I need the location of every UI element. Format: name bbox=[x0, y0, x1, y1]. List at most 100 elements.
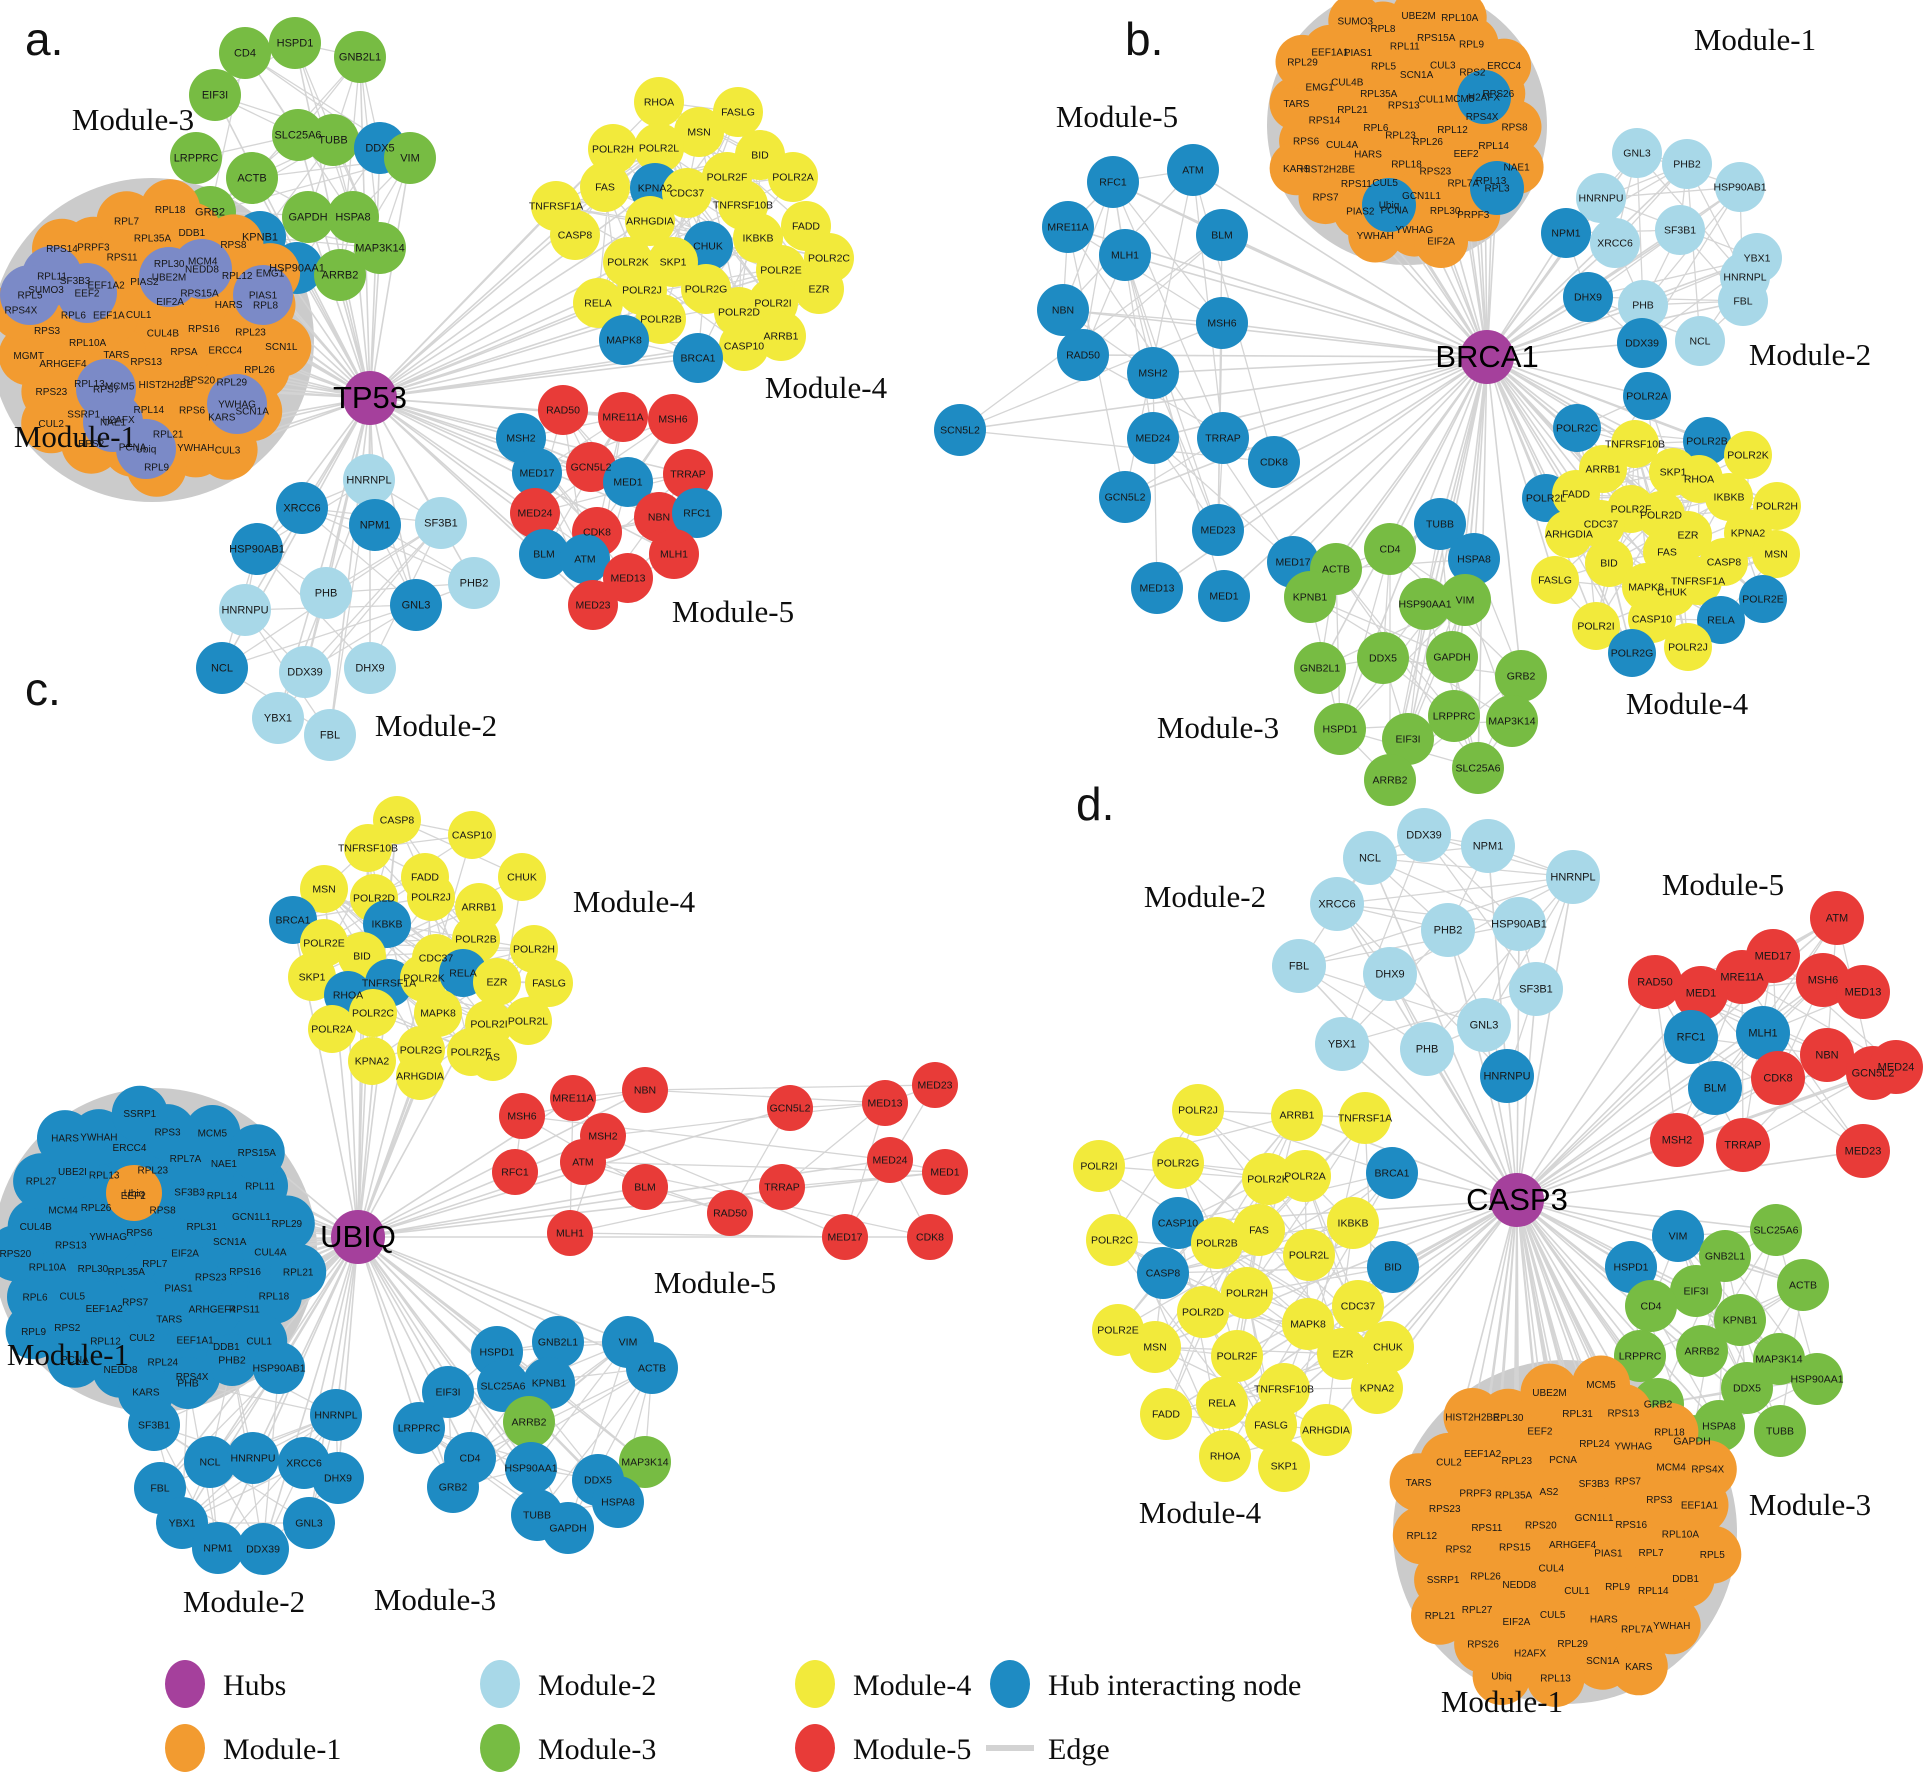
node-CDK8[interactable] bbox=[1751, 1051, 1805, 1105]
node-RFC1[interactable] bbox=[1087, 156, 1139, 208]
node-POLR2L[interactable] bbox=[634, 123, 684, 173]
node-POLR2J[interactable] bbox=[407, 873, 455, 921]
node-MED1[interactable] bbox=[1198, 570, 1250, 622]
node-EZR[interactable] bbox=[794, 264, 844, 314]
node-MCM5[interactable] bbox=[1572, 1355, 1630, 1414]
node-DHX9[interactable] bbox=[1563, 272, 1613, 322]
node-GNB2L1[interactable] bbox=[1294, 642, 1346, 694]
node-XRCC6[interactable] bbox=[1310, 877, 1364, 931]
node-BLM[interactable] bbox=[622, 1164, 668, 1210]
node-ARHGDIA[interactable] bbox=[396, 1052, 444, 1100]
node-POLR2A[interactable] bbox=[308, 1005, 356, 1053]
node-MED23[interactable] bbox=[1192, 504, 1244, 556]
node-KPNB1[interactable] bbox=[1284, 571, 1336, 623]
node-POLR2J[interactable] bbox=[1172, 1084, 1224, 1136]
node-TRRAP[interactable] bbox=[1197, 412, 1249, 464]
node-TUBB[interactable] bbox=[307, 114, 359, 166]
node-PHB[interactable] bbox=[1400, 1022, 1454, 1076]
node-GCN5L2[interactable] bbox=[767, 1085, 813, 1131]
node-RPL21[interactable] bbox=[1411, 1586, 1469, 1645]
node-MRE11A[interactable] bbox=[550, 1075, 596, 1121]
node-ARRB2[interactable] bbox=[1364, 754, 1416, 806]
node-MED1[interactable] bbox=[1674, 966, 1728, 1020]
hub-UBIQ[interactable] bbox=[331, 1210, 385, 1264]
node-ACTB[interactable] bbox=[226, 152, 278, 204]
node-Ubiq[interactable] bbox=[1472, 1647, 1531, 1705]
node-RFC1[interactable] bbox=[492, 1149, 538, 1195]
node-MSH6[interactable] bbox=[499, 1093, 545, 1139]
node-POLR2B[interactable] bbox=[1191, 1217, 1243, 1269]
node-DDX39[interactable] bbox=[279, 646, 331, 698]
node-GAPDH[interactable] bbox=[282, 191, 334, 243]
node-RPL3[interactable] bbox=[1470, 161, 1524, 215]
node-GNL3[interactable] bbox=[390, 579, 442, 631]
node-HIST2H2BE[interactable] bbox=[1443, 1388, 1502, 1446]
node-RAD50[interactable] bbox=[1057, 329, 1109, 381]
node-RPL12[interactable] bbox=[1392, 1506, 1451, 1565]
node-GCN5L2[interactable] bbox=[1099, 471, 1151, 523]
node-MED13[interactable] bbox=[1836, 965, 1890, 1019]
node-SKP1[interactable] bbox=[288, 953, 336, 1001]
node-HSP90AA1[interactable] bbox=[1399, 578, 1451, 630]
node-NPM1[interactable] bbox=[349, 499, 401, 551]
node-IKBKB[interactable] bbox=[1705, 473, 1753, 521]
node-RPL21[interactable] bbox=[270, 1243, 327, 1300]
node-ATM[interactable] bbox=[1810, 891, 1864, 945]
node-GNL3[interactable] bbox=[1612, 128, 1662, 178]
node-ARRB2[interactable] bbox=[503, 1396, 555, 1448]
node-GNL3[interactable] bbox=[283, 1497, 335, 1549]
node-DDX5[interactable] bbox=[1721, 1362, 1773, 1414]
node-MRE11A[interactable] bbox=[1715, 950, 1769, 1004]
node-MAP3K14[interactable] bbox=[1486, 695, 1538, 747]
node-NCL[interactable] bbox=[1343, 831, 1397, 885]
node-MSN[interactable] bbox=[674, 107, 724, 157]
node-MED17[interactable] bbox=[822, 1214, 868, 1260]
node-BLM[interactable] bbox=[1196, 209, 1248, 261]
node-HNRNPL[interactable] bbox=[1546, 850, 1600, 904]
node-MED24[interactable] bbox=[1127, 412, 1179, 464]
node-RAD50[interactable] bbox=[538, 385, 588, 435]
node-HNRNPL[interactable] bbox=[343, 454, 395, 506]
node-ARHGDIA[interactable] bbox=[625, 196, 675, 246]
hub-BRCA1[interactable] bbox=[1460, 330, 1514, 384]
node-MED24[interactable] bbox=[867, 1137, 913, 1183]
node-RPL29[interactable] bbox=[258, 1195, 315, 1252]
node-POLR2H[interactable] bbox=[1221, 1267, 1273, 1319]
node-FASLG[interactable] bbox=[1531, 556, 1579, 604]
node-MED24[interactable] bbox=[1869, 1040, 1923, 1094]
node-VIM[interactable] bbox=[1652, 1210, 1704, 1262]
node-TARS[interactable] bbox=[1389, 1453, 1448, 1512]
node-HSP90AA1[interactable] bbox=[1791, 1353, 1843, 1405]
node-RPL18[interactable] bbox=[140, 179, 201, 240]
node-MSH6[interactable] bbox=[648, 394, 698, 444]
node-CD4[interactable] bbox=[1625, 1280, 1677, 1332]
node-TNFRSF1A[interactable] bbox=[1674, 557, 1722, 605]
node-SUMO3[interactable] bbox=[1328, 0, 1383, 48]
node-KPNA2[interactable] bbox=[348, 1037, 396, 1085]
node-ATM[interactable] bbox=[560, 534, 610, 584]
node-NPM1[interactable] bbox=[1461, 819, 1515, 873]
node-TRRAP[interactable] bbox=[1716, 1118, 1770, 1172]
node-CD4[interactable] bbox=[1364, 523, 1416, 575]
node-HNRNPU[interactable] bbox=[219, 584, 271, 636]
node-XRCC6[interactable] bbox=[1590, 218, 1640, 268]
node-EEF2[interactable] bbox=[57, 263, 117, 323]
node-HSP90AB1[interactable] bbox=[1492, 897, 1546, 951]
node-MED23[interactable] bbox=[568, 580, 618, 630]
node-KPNB1[interactable] bbox=[1714, 1294, 1766, 1346]
node-BID[interactable] bbox=[1367, 1241, 1419, 1293]
node-NCL[interactable] bbox=[184, 1436, 236, 1488]
node-ATM[interactable] bbox=[560, 1139, 606, 1185]
node-DDX5[interactable] bbox=[1357, 632, 1409, 684]
node-SKP1[interactable] bbox=[1258, 1440, 1310, 1492]
node-Ubiq[interactable] bbox=[106, 1165, 162, 1221]
node-RPL18[interactable] bbox=[1640, 1402, 1699, 1461]
node-VIM[interactable] bbox=[384, 132, 436, 184]
node-POLR2A[interactable] bbox=[768, 152, 818, 202]
node-CASP10[interactable] bbox=[448, 811, 496, 859]
node-POLR2D[interactable] bbox=[1177, 1286, 1229, 1338]
node-TRRAP[interactable] bbox=[759, 1164, 805, 1210]
node-HSP90AA1[interactable] bbox=[505, 1442, 557, 1494]
node-RPL5[interactable] bbox=[0, 265, 60, 325]
node-EIF3I[interactable] bbox=[1382, 713, 1434, 765]
